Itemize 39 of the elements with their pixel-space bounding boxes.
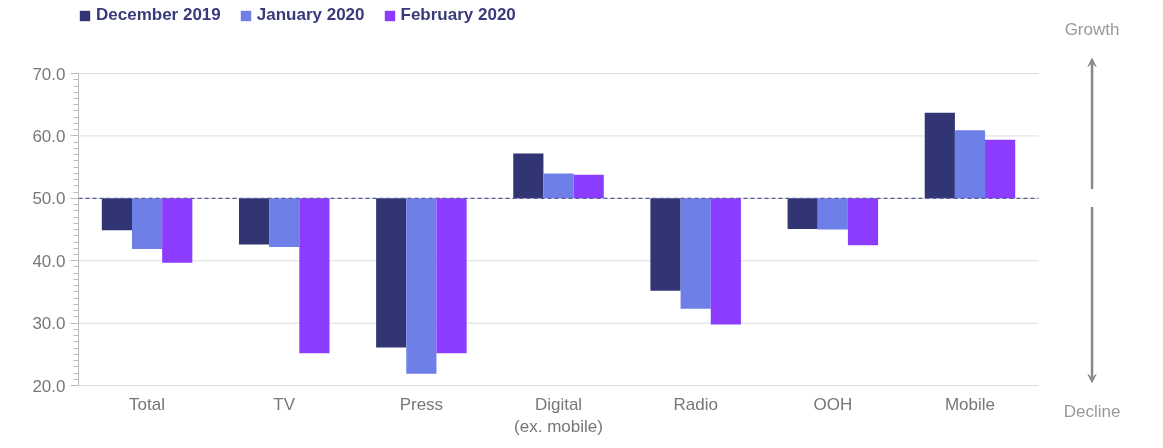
bar <box>954 130 986 199</box>
y-tick-label: 60.0 <box>32 126 66 146</box>
x-tick-label: TV <box>273 394 296 414</box>
y-tick-label: 70.0 <box>32 64 66 84</box>
y-tick-label: 40.0 <box>32 251 66 271</box>
x-tick-label: Digital (ex. mobile) <box>514 394 603 436</box>
bar <box>376 198 407 348</box>
bar <box>131 198 163 249</box>
text: Decline <box>1063 401 1121 421</box>
x-tick-label: Total <box>129 394 166 414</box>
y-tick-label: 50.0 <box>32 189 66 209</box>
bar <box>101 198 132 231</box>
y-tick-label: 20.0 <box>32 376 66 396</box>
bar <box>513 153 544 199</box>
bar <box>817 198 848 230</box>
legend-label: February 2020 <box>400 5 516 25</box>
legend-label: January 2020 <box>256 5 365 25</box>
bar <box>680 198 711 309</box>
x-tick-label: Mobile <box>944 394 996 414</box>
bar <box>924 112 955 199</box>
bar <box>573 174 604 199</box>
y-tick-label: 30.0 <box>32 314 66 334</box>
legend-label: December 2019 <box>96 5 221 25</box>
bar <box>436 198 467 354</box>
bar <box>238 198 270 245</box>
bar <box>543 173 574 199</box>
text: Growth <box>1064 20 1120 40</box>
bar <box>650 198 681 291</box>
x-tick-label: OOH <box>813 394 853 414</box>
bar <box>299 198 330 354</box>
bar <box>985 139 1016 199</box>
x-tick-label: Radio <box>673 394 718 414</box>
bar <box>406 198 437 374</box>
bar <box>269 198 300 248</box>
bar <box>710 198 741 325</box>
bar <box>787 198 818 229</box>
bar <box>847 198 879 246</box>
x-tick-label: Press <box>399 394 444 414</box>
bar <box>162 198 193 263</box>
